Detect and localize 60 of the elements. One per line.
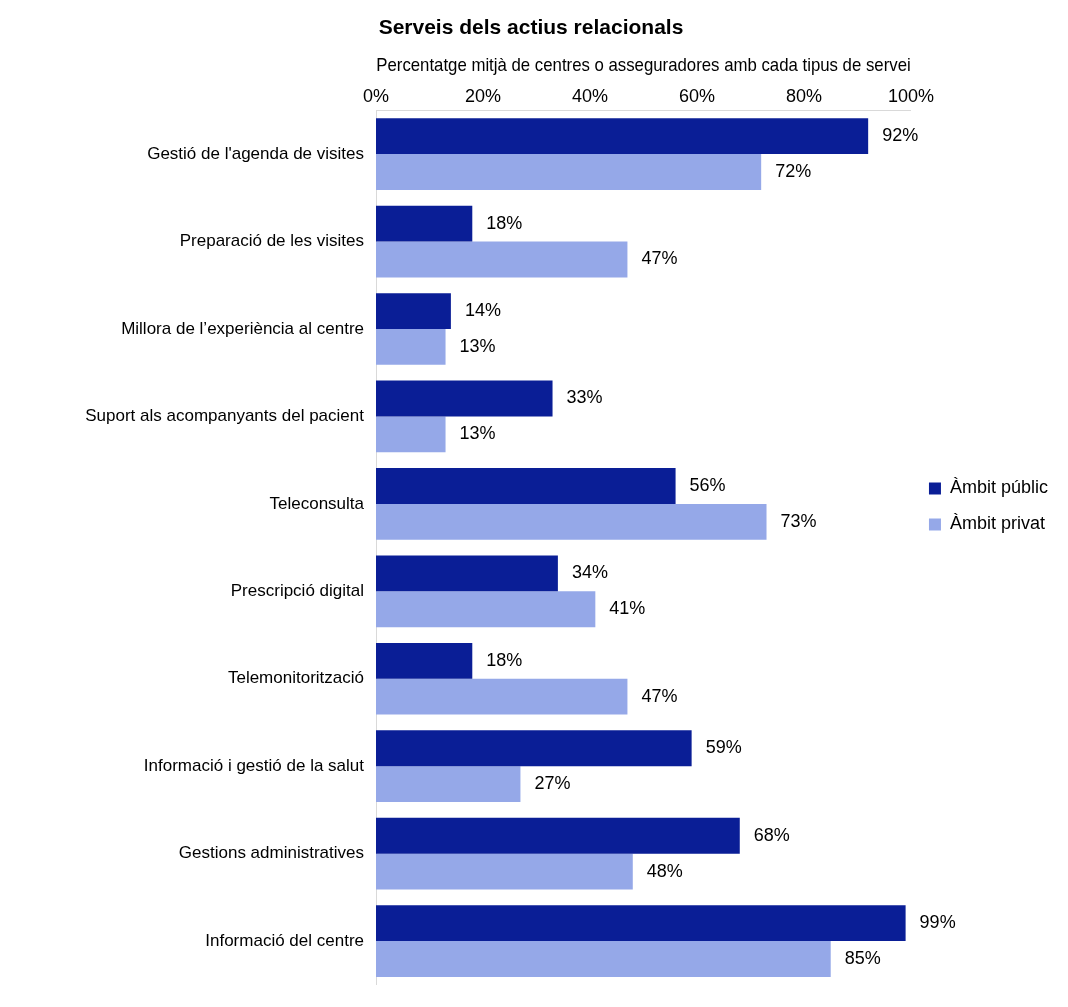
bar xyxy=(376,293,451,329)
x-tick-label: 60% xyxy=(678,85,715,106)
data-label: 34% xyxy=(571,562,608,583)
x-tick-label: 20% xyxy=(464,85,502,106)
data-label: 92% xyxy=(882,125,919,146)
y-tick-label: Gestió de l'agenda de visites xyxy=(147,143,364,163)
bar xyxy=(376,905,906,942)
data-label: 47% xyxy=(641,248,678,269)
y-tick-label: Prescripció digital xyxy=(230,581,364,601)
bar xyxy=(376,118,869,155)
data-label: 99% xyxy=(919,912,956,933)
bar xyxy=(376,416,446,453)
data-label: 14% xyxy=(464,300,501,321)
data-label: 68% xyxy=(753,824,790,845)
y-tick-label: Informació i gestió de la salut xyxy=(143,755,365,775)
data-label: 41% xyxy=(609,598,646,619)
bar xyxy=(376,678,628,715)
bar xyxy=(376,205,473,242)
data-label: 13% xyxy=(459,335,496,356)
data-label: 56% xyxy=(689,474,726,495)
data-label: 33% xyxy=(566,387,603,408)
x-tick-label: 0% xyxy=(362,85,390,106)
bar xyxy=(376,329,446,365)
y-tick-label: Gestions administratives xyxy=(178,843,364,863)
y-tick-label: Informació del centre xyxy=(205,930,364,950)
bar xyxy=(376,555,558,592)
legend-label: Àmbit privat xyxy=(949,513,1045,534)
y-tick-label: Suport als acompanyants del pacient xyxy=(85,406,365,426)
bar xyxy=(376,154,762,190)
data-label: 73% xyxy=(780,510,817,531)
data-label: 47% xyxy=(641,685,678,706)
data-label: 27% xyxy=(534,773,571,794)
x-axis-title: Percentatge mitjà de centres o asseguradores amb cada tipus de servei xyxy=(376,54,911,76)
data-label: 72% xyxy=(775,161,812,182)
bar xyxy=(376,817,740,854)
chart-title: Serveis dels actius relacionals xyxy=(378,15,684,39)
bar xyxy=(376,241,628,278)
data-label: 85% xyxy=(844,947,881,968)
bar xyxy=(376,591,596,628)
data-label: 18% xyxy=(486,649,523,670)
data-label: 13% xyxy=(459,423,496,444)
x-tick-label: 40% xyxy=(571,85,608,106)
bar xyxy=(376,503,767,540)
legend-label: Àmbit públic xyxy=(949,477,1048,498)
x-tick-label: 80% xyxy=(785,85,822,106)
data-label: 59% xyxy=(705,737,742,758)
y-tick-label: Teleconsulta xyxy=(269,493,365,513)
x-tick-label: 100% xyxy=(887,85,934,106)
data-label: 48% xyxy=(646,860,683,881)
bar xyxy=(376,853,633,890)
y-tick-label: Telemonitorització xyxy=(227,668,364,688)
bar xyxy=(376,468,676,504)
y-tick-label: Preparació de les visites xyxy=(179,231,364,251)
bar xyxy=(376,766,521,803)
bar xyxy=(376,730,692,767)
bar xyxy=(376,941,831,977)
bar xyxy=(376,642,473,679)
data-label: 18% xyxy=(486,212,523,233)
y-tick-label: Millora de l’experiència al centre xyxy=(121,318,364,338)
bar xyxy=(376,380,553,417)
